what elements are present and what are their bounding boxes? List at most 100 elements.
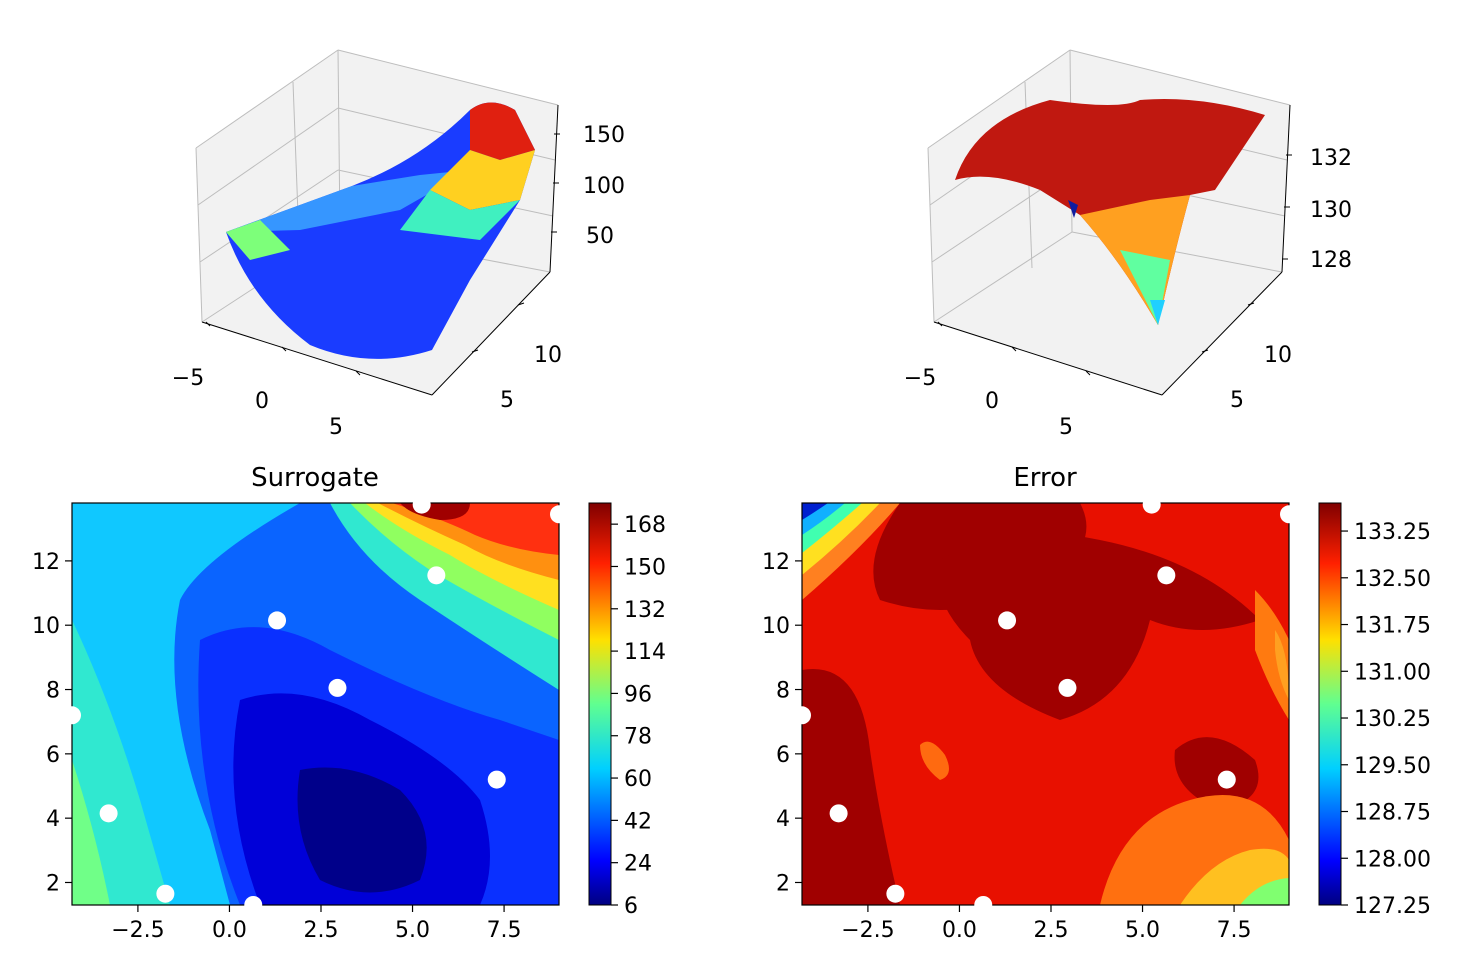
colorbar-tick-label: 42 <box>624 809 652 834</box>
y-ticks: 2 4 6 8 10 12 <box>762 550 802 896</box>
surface-shade-2 <box>226 220 290 260</box>
surface-shade-1 <box>226 170 470 232</box>
ztick-label: 130 <box>1310 198 1352 223</box>
y-tick-label: 10 <box>762 614 790 639</box>
sample-point <box>550 505 568 524</box>
sample-point <box>99 804 118 823</box>
sample-point <box>412 495 431 514</box>
sample-point <box>328 678 347 697</box>
xtick-label: 5 <box>329 415 343 440</box>
ticks <box>937 154 1292 376</box>
y-tick-label: 12 <box>32 550 60 575</box>
error-panel: Error −2.5 0.0 2.5 5.0 7.5 2 4 6 8 10 12 <box>762 463 1431 943</box>
colorbar: 127.25 128.00 128.75 129.50 130.25 131.00 131.… <box>1318 502 1431 919</box>
sample-points <box>793 495 1298 914</box>
sample-point <box>63 706 81 725</box>
ticks <box>205 133 560 376</box>
sample-point <box>156 884 175 903</box>
colorbar-gradient <box>588 502 612 906</box>
axes-frame <box>801 502 1290 906</box>
y-tick-label: 6 <box>46 743 60 768</box>
y-tick-label: 4 <box>776 807 790 832</box>
xtick-label: −5 <box>172 366 204 391</box>
ztick-label: 128 <box>1310 248 1352 273</box>
surface-shade-3 <box>430 150 535 210</box>
x-tick-label: −2.5 <box>841 918 894 943</box>
colorbar-tick-label: 96 <box>624 682 652 707</box>
x-tick-label: 2.5 <box>1033 918 1068 943</box>
colorbar-tick-label: 128.75 <box>1354 801 1431 826</box>
colorbar-tick-label: 132 <box>624 598 666 623</box>
colorbar-gradient <box>1318 502 1342 906</box>
contour-fill <box>802 503 1289 905</box>
y-ticks: 2 4 6 8 10 12 <box>32 550 72 896</box>
ytick-label: 10 <box>534 343 562 368</box>
y-tick-label: 8 <box>46 679 60 704</box>
x-tick-label: 2.5 <box>303 918 338 943</box>
sample-point <box>244 896 263 914</box>
x-ticks: −2.5 0.0 2.5 5.0 7.5 <box>111 905 522 943</box>
y-tick-label: 2 <box>46 871 60 896</box>
y-tick-label: 4 <box>46 807 60 832</box>
colorbar: 6 24 42 60 78 96 114 132 150 168 <box>588 502 666 919</box>
xtick-label: −5 <box>904 366 936 391</box>
sample-point <box>1280 505 1298 524</box>
plot-title: Error <box>1013 463 1077 493</box>
colorbar-tick-label: 150 <box>624 555 666 580</box>
colorbar-tick-label: 133.25 <box>1354 520 1431 545</box>
x-tick-label: 5.0 <box>395 918 430 943</box>
xtick-label: 0 <box>255 389 269 414</box>
x-tick-label: 7.5 <box>1217 918 1252 943</box>
colorbar-tick-label: 130.25 <box>1354 707 1431 732</box>
xtick-label: 5 <box>1059 415 1073 440</box>
y-tick-label: 6 <box>776 743 790 768</box>
colorbar-tick-label: 6 <box>624 894 638 919</box>
colorbar-tick-label: 129.50 <box>1354 754 1431 779</box>
sample-point <box>1217 770 1236 789</box>
colorbar-ticks: 127.25 128.00 128.75 129.50 130.25 131.00 131.… <box>1341 520 1431 919</box>
surface-shade-4 <box>400 190 520 240</box>
sample-point <box>487 770 506 789</box>
sample-point <box>1142 495 1161 514</box>
surface-3d-panel-1: −5 0 5 5 10 150 100 50 <box>172 49 625 440</box>
colorbar-ticks: 6 24 42 60 78 96 114 132 150 168 <box>611 513 666 919</box>
sample-point <box>886 884 905 903</box>
x-tick-label: 0.0 <box>942 918 977 943</box>
colorbar-tick-label: 60 <box>624 767 652 792</box>
ztick-label: 100 <box>583 174 625 199</box>
sample-point <box>829 804 848 823</box>
x-tick-label: 0.0 <box>212 918 247 943</box>
ztick-label: 150 <box>583 123 625 148</box>
colorbar-tick-label: 24 <box>624 852 652 877</box>
colorbar-tick-label: 132.50 <box>1354 567 1431 592</box>
ytick-label: 5 <box>500 388 514 413</box>
axes-frame <box>71 502 560 906</box>
y-tick-label: 2 <box>776 871 790 896</box>
surface-peak <box>470 102 535 160</box>
x-tick-label: 7.5 <box>487 918 522 943</box>
sample-point <box>427 566 446 585</box>
colorbar-tick-label: 131.00 <box>1354 660 1431 685</box>
colorbar-tick-label: 128.00 <box>1354 847 1431 872</box>
sample-point <box>268 611 287 630</box>
surface-3d-panel-2: −5 0 5 5 10 132 130 128 <box>904 49 1352 440</box>
surface-shade-4 <box>1068 200 1078 218</box>
x-ticks: −2.5 0.0 2.5 5.0 7.5 <box>841 905 1252 943</box>
y-tick-label: 12 <box>762 550 790 575</box>
ztick-label: 132 <box>1310 146 1352 171</box>
contour-fill <box>72 503 559 905</box>
ytick-label: 5 <box>1230 388 1244 413</box>
surface-shade-3 <box>1150 300 1165 325</box>
ztick-label: 50 <box>586 224 614 249</box>
y-tick-label: 8 <box>776 679 790 704</box>
plot-title: Surrogate <box>251 463 379 493</box>
colorbar-tick-label: 78 <box>624 725 652 750</box>
colorbar-tick-label: 114 <box>624 640 666 665</box>
colorbar-tick-label: 131.75 <box>1354 614 1431 639</box>
x-tick-label: −2.5 <box>111 918 164 943</box>
ytick-label: 10 <box>1264 343 1292 368</box>
sample-point <box>793 706 811 725</box>
